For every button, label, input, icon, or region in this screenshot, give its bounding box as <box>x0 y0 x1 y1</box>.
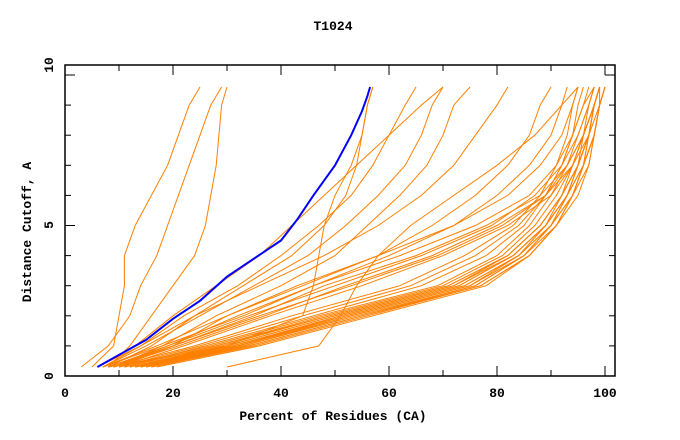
model-curve <box>113 86 568 368</box>
y-tick-label: 10 <box>42 57 57 73</box>
y-tick-label: 0 <box>42 372 57 380</box>
model-curve <box>113 86 601 368</box>
model-curve <box>113 86 579 368</box>
plot-frame <box>64 64 616 377</box>
model-curve <box>102 86 595 368</box>
ticks-layer <box>64 65 615 377</box>
model-curve <box>151 86 606 368</box>
model-curve <box>118 86 552 368</box>
x-tick-label: 100 <box>593 386 617 401</box>
series-layer <box>80 86 606 368</box>
x-tick-label: 0 <box>61 386 69 401</box>
x-axis-label: Percent of Residues (CA) <box>239 409 426 424</box>
model-curve <box>102 86 509 368</box>
model-curve <box>118 86 584 368</box>
x-tick-label: 80 <box>489 386 505 401</box>
x-tick-label: 60 <box>381 386 397 401</box>
model-curve <box>118 86 595 368</box>
model-curve <box>107 86 228 368</box>
model-curve <box>113 86 601 368</box>
model-curve <box>91 86 201 368</box>
model-curve <box>97 86 417 368</box>
model-curve <box>124 86 590 368</box>
y-tick-label: 5 <box>42 221 57 229</box>
model-curve <box>108 86 374 368</box>
x-tick-label: 40 <box>273 386 289 401</box>
x-tick-label: 20 <box>165 386 181 401</box>
model-curve <box>226 86 579 368</box>
model-curve <box>118 86 601 368</box>
y-axis-label: Distance Cutoff, A <box>20 162 35 303</box>
model-curve <box>113 86 471 368</box>
highlighted-model-curve <box>96 86 372 368</box>
chart-title: T1024 <box>313 19 352 34</box>
model-curve <box>140 86 601 368</box>
model-curve <box>108 86 595 368</box>
model-curve <box>102 86 444 368</box>
model-curve <box>140 86 601 368</box>
model-curve <box>102 86 579 368</box>
model-curve <box>80 86 223 368</box>
model-curve <box>124 86 595 368</box>
